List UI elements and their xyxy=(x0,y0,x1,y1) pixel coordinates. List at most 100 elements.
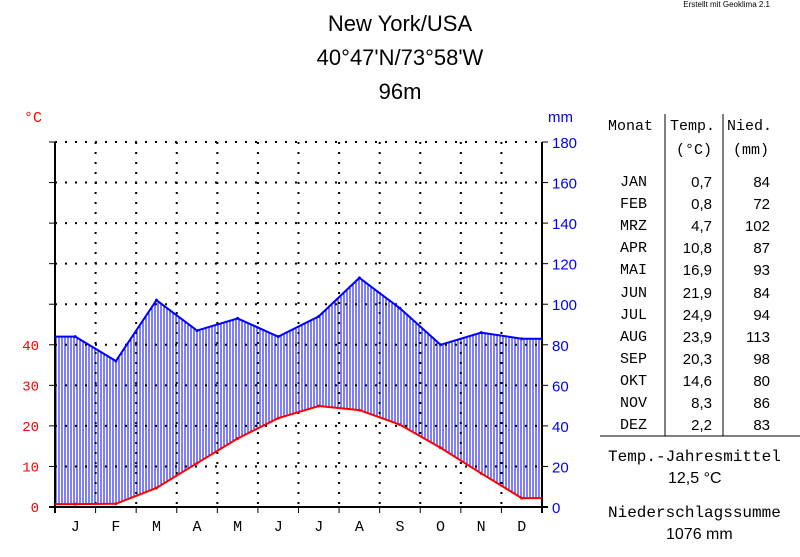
precip-tick-label: 20 xyxy=(552,459,569,476)
table-cell-precip: 113 xyxy=(746,328,770,346)
table-cell-month: MAI xyxy=(620,262,648,280)
precip-tick-label: 60 xyxy=(552,378,569,395)
temp-tick-label: 0 xyxy=(31,501,39,517)
table-cell-precip: 87 xyxy=(753,240,770,258)
table-grid xyxy=(600,114,800,437)
month-label: J xyxy=(274,519,283,536)
table-cell-month: FEB xyxy=(620,196,648,214)
table-cell-temp: 14,6 xyxy=(682,372,712,390)
temp-tick-label: 40 xyxy=(22,339,39,355)
month-label: A xyxy=(193,519,202,536)
temp-point xyxy=(317,404,321,408)
precip-point xyxy=(114,359,118,363)
month-label: S xyxy=(395,519,404,536)
header-temp-unit: (°C) xyxy=(676,142,713,159)
header-precip: Nied. xyxy=(727,118,773,135)
summary-temp-label: Temp.-Jahresmittel xyxy=(608,448,781,466)
table-cell-temp: 23,9 xyxy=(682,328,712,346)
header-temp: Temp. xyxy=(670,118,716,135)
table-cell-month: AUG xyxy=(620,328,648,346)
table-cell-temp: 0,7 xyxy=(691,174,712,191)
precip-unit-label: mm xyxy=(548,109,573,126)
climate-chart: 0 10 20 30 40 0 20 40 60 80 100 120 140 160 180 °C mm J F M… xyxy=(22,109,577,536)
table-cell-precip: 102 xyxy=(744,218,770,236)
precip-point xyxy=(236,316,240,320)
table-cell-temp: 10,8 xyxy=(682,240,712,258)
month-label: A xyxy=(355,519,364,536)
month-label: F xyxy=(111,519,120,536)
table-cell-precip: 84 xyxy=(753,174,770,191)
precip-point xyxy=(195,329,199,333)
summary-precip-value: 1076 mm xyxy=(666,526,733,543)
precip-tick-label: 100 xyxy=(552,297,577,314)
station-coords: 40°47'N/73°58'W xyxy=(316,45,484,70)
precip-point xyxy=(520,337,524,341)
table-cell-month: DEZ xyxy=(620,417,648,435)
precip-point xyxy=(317,314,321,318)
precip-point xyxy=(276,335,280,339)
table-cell-precip: 93 xyxy=(753,262,770,280)
precip-tick-label: 180 xyxy=(552,135,577,152)
precip-point xyxy=(73,335,77,339)
table-cell-precip: 98 xyxy=(753,350,770,368)
month-label: M xyxy=(233,519,242,536)
table-cell-precip: 83 xyxy=(753,417,770,435)
temp-point xyxy=(520,496,524,500)
table-cell-precip: 84 xyxy=(753,284,770,302)
table-cell-temp: 2,2 xyxy=(691,417,712,435)
precip-line xyxy=(55,276,542,363)
table-cell-month: SEP xyxy=(620,350,648,368)
temp-point xyxy=(479,471,483,475)
table-cell-temp: 21,9 xyxy=(682,284,712,302)
month-label: N xyxy=(477,519,486,536)
credit-text: Erstellt mit Geoklima 2.1 xyxy=(683,0,770,9)
table-cell-month: JAN xyxy=(620,174,648,191)
precip-point xyxy=(154,298,158,302)
table-cell-month: JUL xyxy=(620,306,648,324)
station-name: New York/USA xyxy=(327,11,473,36)
precip-point xyxy=(398,306,402,310)
temp-point xyxy=(357,408,361,412)
table-cell-temp: 20,3 xyxy=(682,350,712,368)
precip-point xyxy=(357,276,361,280)
temp-tick-label: 20 xyxy=(22,420,39,436)
table-cell-month: JUN xyxy=(620,284,648,302)
precip-tick-label: 0 xyxy=(552,500,560,517)
table-cell-precip: 94 xyxy=(753,306,770,324)
table-cell-month: MRZ xyxy=(620,218,648,236)
temp-point xyxy=(276,416,280,420)
table-cell-temp: 8,3 xyxy=(691,395,712,412)
table-cell-precip: 80 xyxy=(753,372,770,390)
table-cell-temp: 16,9 xyxy=(682,262,712,280)
header-month: Monat xyxy=(608,118,654,135)
temp-point xyxy=(73,502,77,506)
precip-point xyxy=(439,343,443,347)
month-label: O xyxy=(436,519,445,536)
precip-tick-label: 120 xyxy=(552,257,577,274)
temp-point xyxy=(236,436,240,440)
precip-tick-label: 80 xyxy=(552,338,569,355)
temp-unit-label: °C xyxy=(24,110,42,127)
month-label: D xyxy=(517,519,526,536)
month-label: J xyxy=(314,519,323,536)
temp-line xyxy=(55,405,542,506)
temp-point xyxy=(114,502,118,506)
climate-table: Monat Temp. (°C) Nied. (mm) JAN 0,7 84 FEB 0… xyxy=(600,112,800,557)
month-label: J xyxy=(71,519,80,536)
table-cell-month: NOV xyxy=(620,395,648,412)
precip-tick-label: 160 xyxy=(552,176,577,193)
precip-tick-label: 140 xyxy=(552,216,577,233)
temp-point xyxy=(439,446,443,450)
table-cell-precip: 86 xyxy=(753,395,770,412)
temp-tick-label: 30 xyxy=(22,379,39,395)
header-precip-unit: (mm) xyxy=(733,142,770,159)
precip-tick-label: 40 xyxy=(552,419,569,436)
summary-precip-label: Niederschlagssumme xyxy=(608,504,781,522)
temp-tick-label: 10 xyxy=(22,460,39,476)
table-cell-temp: 4,7 xyxy=(691,218,712,236)
station-elevation: 96m xyxy=(378,79,422,104)
temp-point xyxy=(195,461,199,465)
temp-point xyxy=(154,486,158,490)
table-cell-month: APR xyxy=(620,240,648,258)
temp-point xyxy=(398,423,402,427)
